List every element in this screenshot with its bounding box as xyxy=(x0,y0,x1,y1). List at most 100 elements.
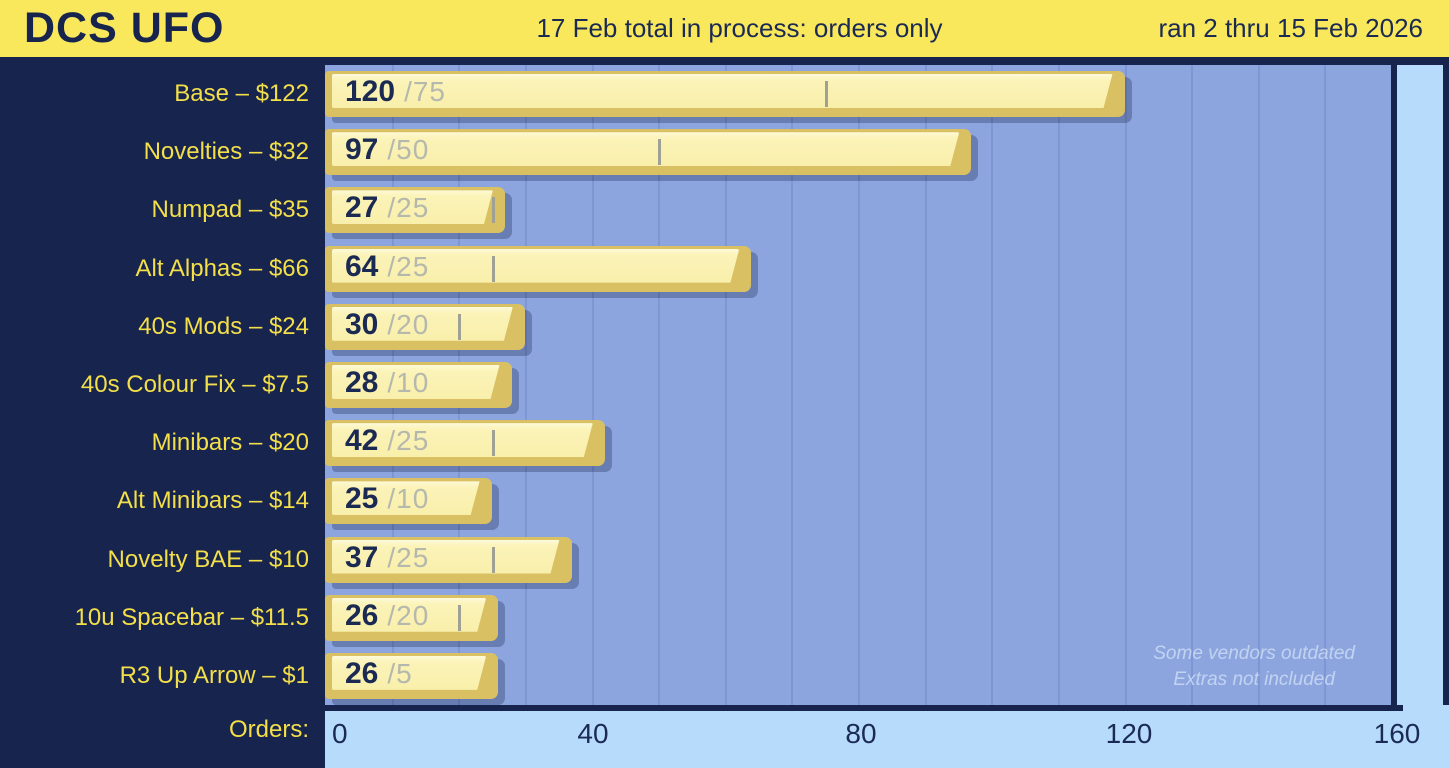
footnote-line2: Extras not included xyxy=(1173,669,1335,690)
bar-value-text: 25 /10 xyxy=(325,478,429,524)
bar-row: 26 /20 xyxy=(325,589,1391,647)
x-tick-label: 0 xyxy=(332,718,348,749)
orders-count: 25 xyxy=(345,482,379,516)
orders-count: 42 xyxy=(345,424,379,458)
keycap-bar-face xyxy=(332,132,959,166)
gridline xyxy=(1191,65,1194,705)
moq-tick xyxy=(658,139,662,166)
gridline xyxy=(1124,65,1127,705)
keycap-bar: 42 /25 xyxy=(325,420,605,467)
moq-value: /25 xyxy=(387,541,430,573)
x-tick-label: 160 xyxy=(1373,718,1421,749)
brand-title: DCS UFO xyxy=(24,4,225,52)
category-labels: Base – $122 Novelties – $32 Numpad – $35… xyxy=(0,65,325,705)
axis-row: Orders: 0 40 80 120 160 xyxy=(0,705,1449,768)
x-tick-label: 120 xyxy=(1105,718,1153,749)
category-label: Novelty BAE – $10 xyxy=(107,545,309,573)
moq-value: /20 xyxy=(387,599,430,631)
category-label: 10u Spacebar – $11.5 xyxy=(74,603,309,631)
bar-row: 30 /20 xyxy=(325,298,1391,356)
category-label-row: Novelty BAE – $10 xyxy=(0,531,325,589)
gridline xyxy=(924,65,927,705)
moq-tick xyxy=(491,430,495,457)
bar-value-text: 28 /10 xyxy=(325,362,429,408)
x-axis-strip: 0 40 80 120 160 xyxy=(325,705,1420,768)
gridline xyxy=(858,65,860,705)
moq-tick xyxy=(458,604,462,631)
gridline xyxy=(991,65,994,705)
gridline xyxy=(1324,65,1327,705)
x-tick-label: 40 xyxy=(577,718,609,749)
bar-row: 37 /25 xyxy=(325,531,1391,589)
keycap-bar: 25 /10 xyxy=(325,478,492,525)
right-margin xyxy=(1397,65,1443,705)
keycap-bar: 26 /20 xyxy=(325,594,499,641)
category-label-row: Alt Alphas – $66 xyxy=(0,240,325,298)
moq-value: /5 xyxy=(387,657,413,689)
keycap-bar-face xyxy=(332,423,593,457)
gridline xyxy=(724,65,727,705)
bar-value-text: 30 /20 xyxy=(325,304,429,350)
gridline xyxy=(591,65,594,705)
bar-value-text: 97 /50 xyxy=(325,129,429,175)
bar-value-text: 64 /25 xyxy=(325,246,429,292)
category-label: Base – $122 xyxy=(174,80,309,108)
orders-count: 26 xyxy=(345,598,379,632)
bar-rows: 120 /75 97 /50 27 /25 64 /2 xyxy=(325,65,1391,705)
category-label-row: 40s Mods – $24 xyxy=(0,298,325,356)
bar-value-text: 26 /5 xyxy=(325,653,413,699)
moq-tick xyxy=(824,81,828,107)
keycap-bar-face xyxy=(332,656,486,690)
orders-count: 97 xyxy=(345,133,379,167)
moq-value: /10 xyxy=(387,366,430,398)
category-label-row: 10u Spacebar – $11.5 xyxy=(0,589,325,647)
keycap-bar: 27 /25 xyxy=(325,187,505,234)
category-label-row: Novelties – $32 xyxy=(0,123,325,181)
orders-count: 26 xyxy=(345,656,379,690)
header-divider xyxy=(0,57,1449,65)
x-axis-ticks: 0 40 80 120 160 xyxy=(325,711,1420,768)
category-label-row: 40s Colour Fix – $7.5 xyxy=(0,356,325,414)
category-label: Novelties – $32 xyxy=(143,138,309,166)
plot-area: 120 /75 97 /50 27 /25 64 /2 xyxy=(325,65,1397,705)
category-label-row: Alt Minibars – $14 xyxy=(0,472,325,530)
keycap-bar-face xyxy=(332,74,1113,108)
keycap-bar: 120 /75 xyxy=(325,71,1125,117)
keycap-bar-face xyxy=(332,307,513,341)
moq-tick xyxy=(491,546,495,573)
moq-value: /25 xyxy=(387,192,430,224)
category-label: Numpad – $35 xyxy=(151,196,309,224)
footnote-line1: Some vendors outdated xyxy=(1153,643,1355,664)
footnote: Some vendors outdated Extras not include… xyxy=(1153,641,1355,693)
bar-value-text: 42 /25 xyxy=(325,420,429,466)
category-label: 40s Mods – $24 xyxy=(138,312,309,340)
bar-value-text: 26 /20 xyxy=(325,595,429,641)
keycap-bar: 28 /10 xyxy=(325,361,512,408)
bar-row: 97 /50 xyxy=(325,123,1391,181)
bar-value-text: 37 /25 xyxy=(325,537,429,583)
keycap-bar: 64 /25 xyxy=(325,245,752,292)
orders-count: 30 xyxy=(345,307,379,341)
gridline xyxy=(524,65,527,705)
chart-title: 17 Feb total in process: orders only xyxy=(536,13,943,43)
bar-value-text: 27 /25 xyxy=(325,187,429,233)
moq-value: /25 xyxy=(387,250,430,282)
bar-row: 28 /10 xyxy=(325,356,1391,414)
moq-tick xyxy=(491,197,495,224)
axis-right-margin xyxy=(1403,705,1449,768)
bar-row: 26 /5 xyxy=(325,647,1391,705)
category-label-row: Minibars – $20 xyxy=(0,414,325,472)
category-label: Alt Alphas – $66 xyxy=(135,254,309,282)
keycap-bar-face xyxy=(332,540,560,574)
keycap-bar-face xyxy=(332,249,739,283)
bar-row: 27 /25 xyxy=(325,181,1391,239)
bar-row: 42 /25 xyxy=(325,414,1391,472)
orders-count: 37 xyxy=(345,540,379,574)
chart-body: Base – $122 Novelties – $32 Numpad – $35… xyxy=(0,65,1449,705)
gridline xyxy=(1057,65,1060,705)
gridline xyxy=(658,65,661,705)
category-label: 40s Colour Fix – $7.5 xyxy=(80,371,309,399)
category-label-row: R3 Up Arrow – $1 xyxy=(0,647,325,705)
keycap-bar-face xyxy=(332,190,493,224)
